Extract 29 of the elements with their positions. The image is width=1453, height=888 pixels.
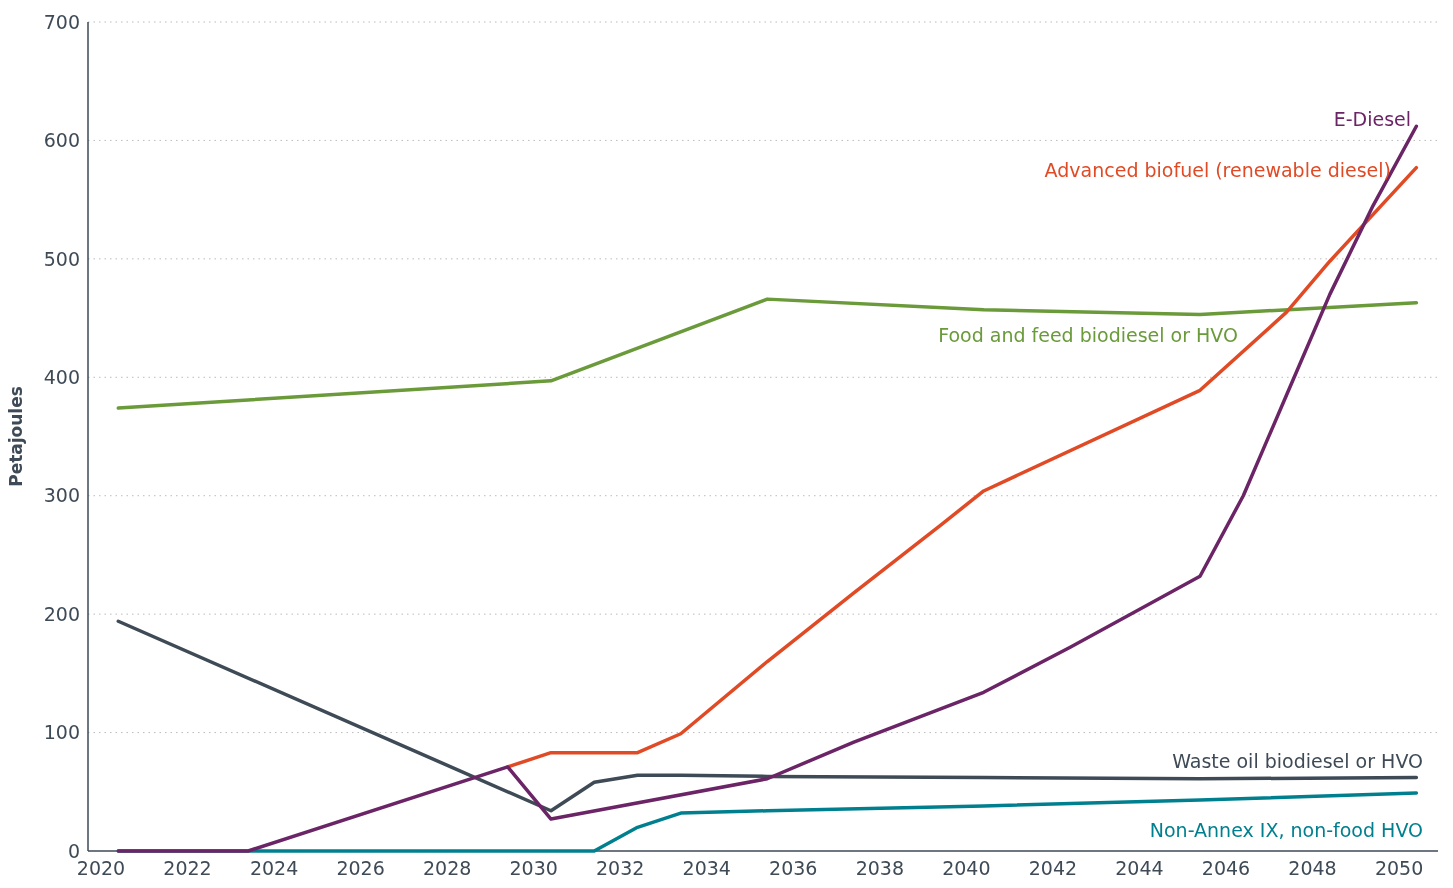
series-label: Non-Annex IX, non-food HVO <box>1149 818 1423 841</box>
x-tick-label: 2028 <box>422 857 472 879</box>
x-tick-label: 2050 <box>1374 857 1424 879</box>
x-tick-label: 2038 <box>855 857 905 879</box>
x-tick-label: 2036 <box>769 857 818 879</box>
x-tick-label: 2032 <box>596 857 645 879</box>
y-tick-label: 700 <box>43 10 80 33</box>
x-tick-label: 2030 <box>509 857 558 879</box>
y-tick-label: 100 <box>43 721 80 744</box>
series-label: Waste oil biodiesel or HVO <box>1172 749 1423 772</box>
x-tick-label: 2042 <box>1028 857 1078 879</box>
x-tick-label: 2022 <box>163 857 212 879</box>
y-tick-label: 200 <box>43 602 80 625</box>
x-tick-label: 2048 <box>1288 857 1337 879</box>
x-tick-label: 2026 <box>336 857 385 879</box>
x-tick-label: 2040 <box>942 857 991 879</box>
x-tick-label: 2044 <box>1115 857 1164 879</box>
y-tick-label: 300 <box>43 484 80 507</box>
y-tick-label: 500 <box>43 247 80 270</box>
x-tick-label: 2024 <box>249 857 299 879</box>
x-tick-label: 2046 <box>1201 857 1251 879</box>
x-tick-label: 2034 <box>682 857 731 879</box>
series-label: Advanced biofuel (renewable diesel) <box>1044 158 1391 181</box>
y-tick-label: 400 <box>43 365 80 388</box>
y-axis-title: Petajoules <box>6 386 26 487</box>
series-label: E-Diesel <box>1333 107 1411 130</box>
series-label: Food and feed biodiesel or HVO <box>938 323 1238 346</box>
y-tick-label: 600 <box>43 129 80 152</box>
line-series <box>116 297 1419 410</box>
